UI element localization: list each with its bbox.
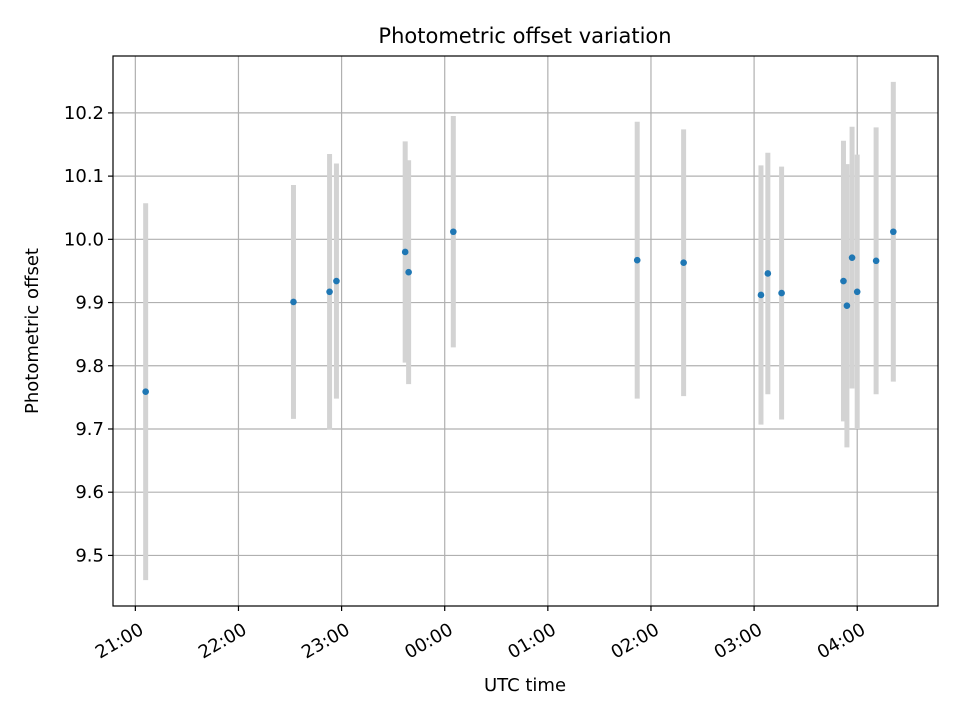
x-axis-label: UTC time xyxy=(484,675,566,696)
y-tick-label: 9.8 xyxy=(75,356,104,377)
y-tick-label: 10.1 xyxy=(64,166,104,187)
data-point xyxy=(853,288,861,296)
data-point xyxy=(326,288,333,296)
y-axis-label: Photometric offset xyxy=(22,248,43,414)
y-tick-label: 10.0 xyxy=(64,229,104,250)
data-point xyxy=(757,291,765,299)
chart-title: Photometric offset variation xyxy=(378,24,671,48)
grid xyxy=(113,56,938,606)
data-point xyxy=(401,248,409,256)
y-axis-ticks: 9.5 9.6 9.7 9.8 9.9 10.0 10.1 10.2 xyxy=(64,103,113,566)
data-point xyxy=(142,388,149,395)
data-point xyxy=(405,268,412,276)
data-point xyxy=(843,302,851,310)
y-tick-label: 9.9 xyxy=(75,293,104,314)
data-point xyxy=(333,277,340,285)
y-tick-label: 9.5 xyxy=(75,545,104,566)
data-point xyxy=(848,254,856,261)
data-point xyxy=(764,270,772,277)
data-points xyxy=(142,228,897,395)
data-point xyxy=(680,259,687,267)
data-point xyxy=(872,257,880,265)
data-point xyxy=(450,228,457,236)
y-tick-label: 9.6 xyxy=(75,482,104,503)
data-point xyxy=(633,256,641,264)
data-point xyxy=(890,228,897,236)
data-point xyxy=(290,298,297,306)
plot-frame xyxy=(112,55,939,607)
y-tick-label: 10.2 xyxy=(64,103,104,124)
y-tick-label: 9.7 xyxy=(75,419,104,440)
data-point xyxy=(778,289,785,297)
data-point xyxy=(840,277,847,285)
